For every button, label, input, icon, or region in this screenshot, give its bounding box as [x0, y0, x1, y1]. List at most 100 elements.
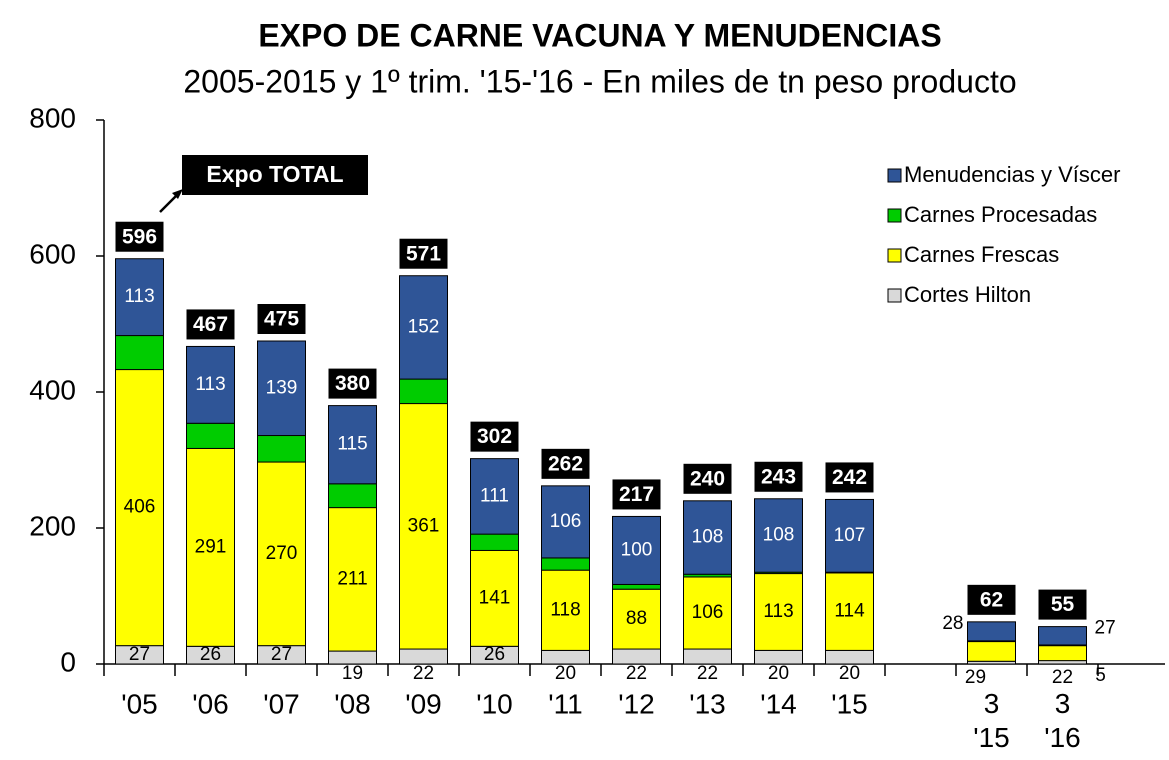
- value-label: 270: [266, 543, 298, 564]
- bar-segment: [1038, 626, 1087, 646]
- value-label: 361: [408, 515, 440, 536]
- value-label: 27: [271, 644, 292, 665]
- bar-segment: [186, 447, 235, 647]
- total-box: [825, 462, 874, 493]
- bar-segment: [399, 378, 448, 405]
- bar-segment: [683, 648, 732, 665]
- bar-segment: [612, 583, 661, 590]
- value-label: 5: [1095, 665, 1106, 686]
- bar-segment: [399, 403, 448, 650]
- value-label: 88: [626, 608, 647, 629]
- total-label: 475: [264, 308, 299, 331]
- y-tick-label: 400: [29, 374, 76, 405]
- x-tick-label-line: '16: [1044, 722, 1081, 753]
- total-label: 262: [548, 452, 583, 475]
- total-label: 242: [832, 466, 867, 489]
- value-label: 108: [763, 524, 795, 545]
- total-box: [541, 448, 590, 479]
- value-label: 211: [337, 568, 367, 589]
- bar-segment: [1038, 645, 1087, 662]
- chart-title: EXPO DE CARNE VACUNA Y MENUDENCIAS: [258, 17, 941, 53]
- total-label: 240: [690, 467, 725, 490]
- x-tick-label-line: 3: [984, 688, 1000, 719]
- total-label: 55: [1051, 593, 1075, 616]
- bar-segment: [825, 649, 874, 665]
- x-tick-label: '14: [760, 688, 797, 719]
- bar-segment: [257, 435, 306, 463]
- value-label: 22: [626, 663, 647, 684]
- legend-swatch: [887, 288, 902, 303]
- bar-segment: [186, 422, 235, 449]
- total-label: 302: [477, 425, 512, 448]
- bar-segment: [754, 498, 803, 573]
- bar-segment: [328, 483, 377, 509]
- x-tick-label: '08: [334, 688, 371, 719]
- chart-subtitle: 2005-2015 y 1º trim. '15-'16 - En miles …: [183, 63, 1016, 99]
- legend-label: Menudencias y Víscer: [904, 162, 1120, 187]
- x-tick-label: 3'16: [1044, 688, 1081, 753]
- x-tick-label: '06: [192, 688, 229, 719]
- bar-segment: [470, 533, 519, 551]
- total-label: 596: [122, 225, 157, 248]
- value-label: 114: [834, 601, 865, 622]
- annotation-box: [182, 155, 368, 195]
- value-label: 20: [555, 663, 576, 684]
- bar-segment: [612, 515, 661, 585]
- bar-segment: [115, 335, 164, 371]
- x-tick-label: '09: [405, 688, 442, 719]
- total-box: [612, 479, 661, 510]
- label-bg: [693, 665, 722, 683]
- bar-segment: [967, 621, 1016, 642]
- value-label: 108: [692, 527, 724, 548]
- bar-segment: [186, 345, 235, 424]
- value-label: 291: [195, 536, 227, 557]
- label-bg: [622, 665, 651, 683]
- total-label: 380: [335, 372, 370, 395]
- bar-segment: [470, 458, 519, 535]
- total-label: 243: [761, 465, 796, 488]
- bar-segment: [825, 572, 874, 651]
- x-tick-label: '11: [548, 688, 582, 719]
- value-label: 141: [479, 587, 511, 608]
- bar-segment: [541, 649, 590, 665]
- total-box: [1038, 589, 1087, 620]
- total-box: [683, 463, 732, 494]
- value-label: 26: [484, 644, 505, 665]
- legend-swatch: [887, 208, 902, 223]
- total-box: [470, 421, 519, 452]
- total-box: [115, 221, 164, 252]
- value-label: 113: [763, 601, 793, 622]
- x-tick-label-line: '15: [973, 722, 1010, 753]
- x-tick-label: '13: [689, 688, 726, 719]
- label-bg: [835, 665, 864, 683]
- total-label: 571: [406, 242, 441, 265]
- x-tick-label: '12: [618, 688, 655, 719]
- value-label: 27: [1095, 618, 1116, 639]
- x-tick-label: '10: [476, 688, 513, 719]
- value-label: 22: [697, 663, 718, 684]
- value-label: 139: [266, 377, 298, 398]
- value-label: 406: [124, 497, 156, 518]
- bar-segment: [399, 275, 448, 380]
- arrow-head: [172, 189, 183, 199]
- x-tick-label: '07: [263, 688, 300, 719]
- label-bg: [409, 665, 438, 683]
- legend-swatch: [887, 168, 902, 183]
- bar-segment: [541, 569, 590, 651]
- y-tick-label: 800: [29, 102, 76, 133]
- x-tick-label: '05: [121, 688, 158, 719]
- value-label: 22: [1052, 667, 1073, 688]
- bar-segment: [257, 461, 306, 647]
- total-box: [257, 304, 306, 334]
- legend-label: Cortes Hilton: [904, 282, 1031, 307]
- bar-segment: [825, 498, 874, 573]
- annotation: Expo TOTAL: [206, 161, 343, 187]
- bar-segment: [399, 648, 448, 665]
- value-label: 115: [337, 434, 367, 455]
- bar-segment: [541, 485, 590, 559]
- label-bg: [338, 665, 367, 683]
- bar-segment: [612, 648, 661, 665]
- value-label: 20: [768, 663, 789, 684]
- total-box: [754, 461, 803, 492]
